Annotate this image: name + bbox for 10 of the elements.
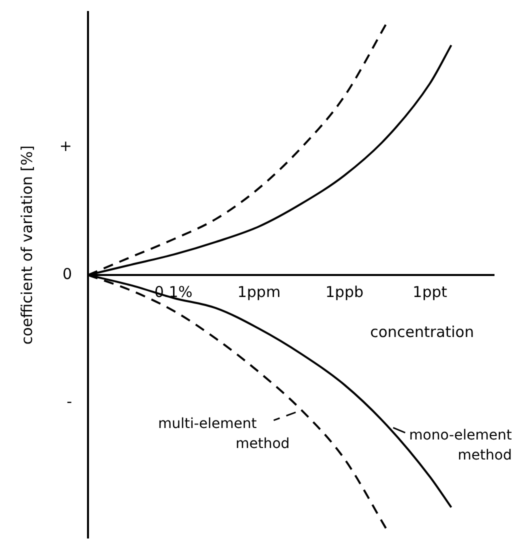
text: 0 <box>62 264 72 283</box>
x-axis-title: concentration <box>370 322 474 341</box>
text: - <box>66 392 72 411</box>
x-tick-label: 1ppb <box>325 282 364 301</box>
x-tick-label: 1ppm <box>237 282 281 301</box>
legend-label: mono-element method <box>409 427 512 464</box>
legend-label: multi-element method <box>158 416 290 452</box>
text: + <box>59 137 72 156</box>
x-tick-label: 1ppt <box>412 282 448 301</box>
y-axis-title: coefficient of variation [%] <box>18 145 36 345</box>
